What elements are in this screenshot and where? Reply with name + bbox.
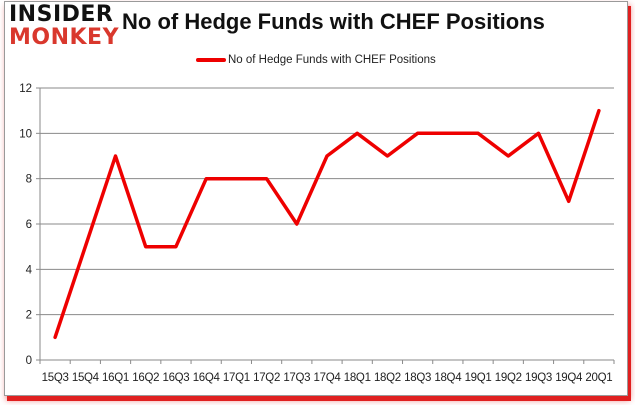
x-axis-tick-label: 17Q1: [223, 372, 250, 384]
series-line: [53, 108, 601, 340]
legend-label: No of Hedge Funds with CHEF Positions: [228, 54, 436, 66]
y-axis-tick-label: 0: [26, 355, 32, 367]
y-axis-tick-label: 6: [26, 219, 32, 231]
x-axis-tick-label: 17Q3: [283, 372, 310, 384]
x-axis-tick-label: 18Q2: [374, 372, 401, 384]
x-axis-tick-label: 15Q4: [72, 372, 100, 384]
x-axis-tick-label: 17Q4: [314, 372, 342, 384]
x-axis-tick-label: 17Q2: [253, 372, 280, 384]
insider-monkey-logo: INSIDER MONKEY: [9, 2, 120, 50]
chart-title: No of Hedge Funds with CHEF Positions: [122, 9, 545, 34]
x-axis-tick-label: 15Q3: [42, 372, 69, 384]
y-axis-tick-label: 4: [26, 264, 33, 276]
logo-text-monkey: MONKEY: [9, 25, 120, 50]
x-axis-tick-label: 19Q4: [555, 372, 583, 384]
y-axis-tick-label: 8: [26, 174, 32, 186]
y-axis-tick-label: 12: [19, 83, 32, 95]
x-axis-tick-label: 19Q3: [525, 372, 552, 384]
y-axis-tick-label: 10: [19, 128, 32, 140]
x-axis-tick-label: 16Q3: [162, 372, 189, 384]
x-axis-tick-label: 18Q1: [344, 372, 371, 384]
legend-line-swatch-icon: [196, 58, 226, 62]
x-axis-tick-label: 19Q2: [495, 372, 522, 384]
x-axis-tick-label: 16Q2: [132, 372, 159, 384]
x-axis-tick-label: 18Q3: [404, 372, 431, 384]
logo-text-insider: INSIDER: [9, 2, 114, 27]
x-axis-tick-label: 18Q4: [434, 372, 462, 384]
x-axis-tick-label: 16Q1: [102, 372, 129, 384]
x-axis-tick-label: 16Q4: [193, 372, 221, 384]
chart-frame: [4, 1, 628, 396]
y-axis-tick-label: 2: [26, 310, 32, 322]
chart-legend: No of Hedge Funds with CHEF Positions: [196, 54, 436, 66]
x-axis-tick-label: 20Q1: [585, 372, 612, 384]
x-axis-tick-label: 19Q1: [465, 372, 492, 384]
